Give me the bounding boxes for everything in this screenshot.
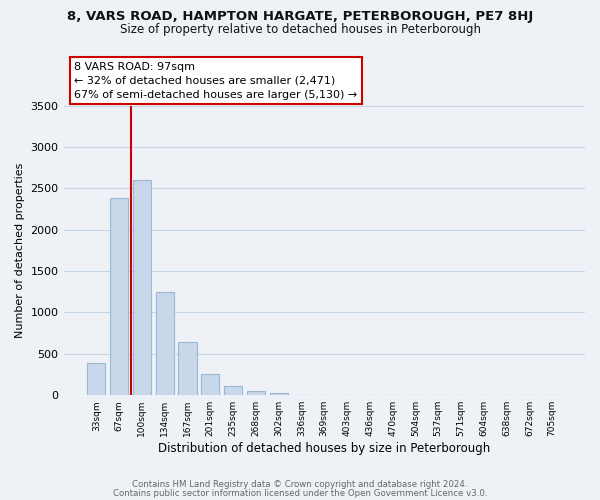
- Bar: [224, 386, 242, 395]
- Bar: [178, 342, 197, 395]
- Bar: [133, 180, 151, 395]
- Bar: [87, 363, 106, 395]
- Y-axis label: Number of detached properties: Number of detached properties: [15, 163, 25, 338]
- Bar: [155, 292, 174, 395]
- Bar: [247, 390, 265, 395]
- Bar: [269, 392, 288, 395]
- Bar: [110, 198, 128, 395]
- Text: Contains public sector information licensed under the Open Government Licence v3: Contains public sector information licen…: [113, 488, 487, 498]
- Text: 8 VARS ROAD: 97sqm
← 32% of detached houses are smaller (2,471)
67% of semi-deta: 8 VARS ROAD: 97sqm ← 32% of detached hou…: [74, 62, 357, 100]
- Text: 8, VARS ROAD, HAMPTON HARGATE, PETERBOROUGH, PE7 8HJ: 8, VARS ROAD, HAMPTON HARGATE, PETERBORO…: [67, 10, 533, 23]
- X-axis label: Distribution of detached houses by size in Peterborough: Distribution of detached houses by size …: [158, 442, 490, 455]
- Text: Size of property relative to detached houses in Peterborough: Size of property relative to detached ho…: [119, 22, 481, 36]
- Bar: [201, 374, 220, 395]
- Text: Contains HM Land Registry data © Crown copyright and database right 2024.: Contains HM Land Registry data © Crown c…: [132, 480, 468, 489]
